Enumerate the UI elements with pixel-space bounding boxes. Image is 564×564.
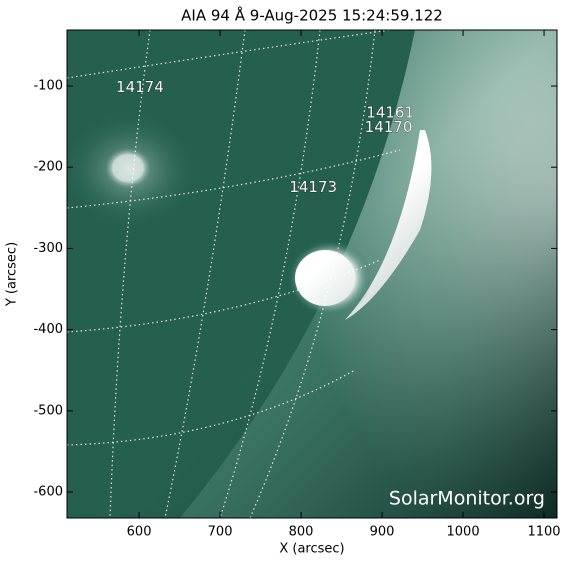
y-axis-label: Y (arcsec): [5, 242, 20, 307]
coordinate-grid: [67, 30, 401, 518]
region-label: 14174: [116, 78, 164, 96]
y-tick-label: -200: [33, 160, 63, 175]
plot-frame: [66, 29, 558, 519]
y-tick-label: -500: [33, 403, 63, 418]
x-tick-label: 700: [208, 525, 233, 540]
y-tick-label: -600: [33, 485, 63, 500]
x-tick-label: 1000: [447, 525, 480, 540]
region-label: 14170: [365, 118, 413, 136]
region-label: 14161: [366, 103, 414, 121]
chart-title: AIA 94 Å 9-Aug-2025 15:24:59.122: [181, 6, 443, 25]
x-tick-label: 600: [127, 525, 152, 540]
x-tick-label: 800: [289, 525, 314, 540]
y-tick-label: -300: [33, 241, 63, 256]
y-tick-label: -100: [33, 79, 63, 94]
watermark: SolarMonitor.org: [389, 488, 545, 510]
x-tick-label: 900: [370, 525, 395, 540]
region-label: 14173: [289, 178, 337, 196]
solar-image: [67, 30, 557, 518]
y-tick-label: -400: [33, 322, 63, 337]
x-tick-label: 1100: [527, 525, 560, 540]
x-axis-label: X (arcsec): [279, 542, 344, 557]
